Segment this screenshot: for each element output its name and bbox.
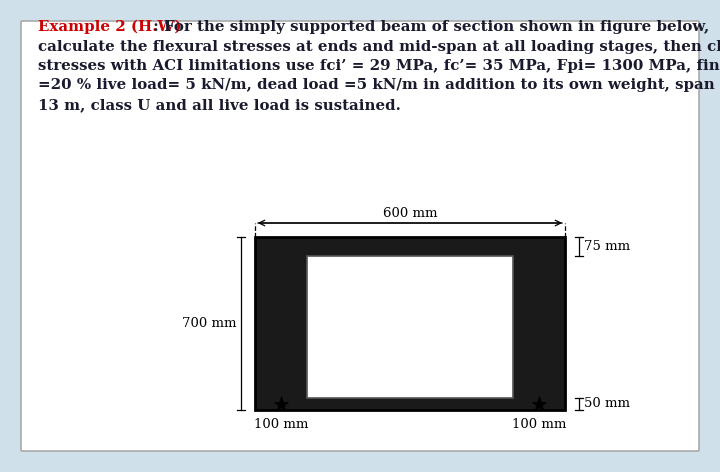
Text: 50 mm: 50 mm: [584, 397, 630, 410]
Text: stresses with ACI limitations use fci’ = 29 MPa, fc’= 35 MPa, Fpi= 1300 MPa, fin: stresses with ACI limitations use fci’ =…: [38, 59, 720, 73]
Text: 100 mm: 100 mm: [253, 418, 308, 431]
Text: calculate the flexural stresses at ends and mid-span at all loading stages, then: calculate the flexural stresses at ends …: [38, 40, 720, 53]
Text: 75 mm: 75 mm: [584, 240, 630, 253]
Text: 700 mm: 700 mm: [181, 317, 236, 330]
Bar: [307, 255, 513, 397]
Bar: [255, 237, 565, 410]
Text: =20 % live load= 5 kN/m, dead load =5 kN/m in addition to its own weight, span l: =20 % live load= 5 kN/m, dead load =5 kN…: [38, 78, 720, 93]
FancyBboxPatch shape: [21, 21, 699, 451]
Text: : For the simply supported beam of section shown in figure below,: : For the simply supported beam of secti…: [148, 20, 709, 34]
Text: Example 2 (H.W): Example 2 (H.W): [38, 20, 181, 34]
Text: 100 mm: 100 mm: [512, 418, 567, 431]
Text: 600 mm: 600 mm: [383, 207, 437, 220]
Text: 13 m, class U and all live load is sustained.: 13 m, class U and all live load is susta…: [38, 98, 401, 112]
